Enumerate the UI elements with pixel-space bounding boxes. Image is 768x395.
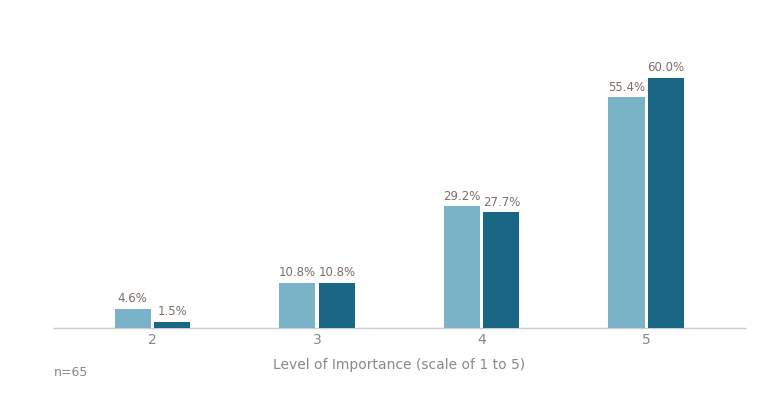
Text: 1.5%: 1.5%	[157, 305, 187, 318]
Bar	[114, 308, 151, 328]
Bar	[608, 97, 644, 328]
Bar	[444, 206, 480, 328]
Bar	[319, 283, 355, 328]
Text: n=65: n=65	[54, 366, 88, 379]
Text: 4.6%: 4.6%	[118, 292, 147, 305]
Text: 29.2%: 29.2%	[443, 190, 481, 203]
Bar	[648, 78, 684, 328]
Text: 27.7%: 27.7%	[483, 196, 520, 209]
Bar	[280, 283, 316, 328]
Text: 60.0%: 60.0%	[647, 61, 684, 74]
Bar	[483, 213, 519, 328]
Bar	[154, 322, 190, 328]
Text: 10.8%: 10.8%	[279, 267, 316, 280]
Text: 55.4%: 55.4%	[608, 81, 645, 94]
Text: 10.8%: 10.8%	[318, 267, 356, 280]
X-axis label: Level of Importance (scale of 1 to 5): Level of Importance (scale of 1 to 5)	[273, 358, 525, 372]
